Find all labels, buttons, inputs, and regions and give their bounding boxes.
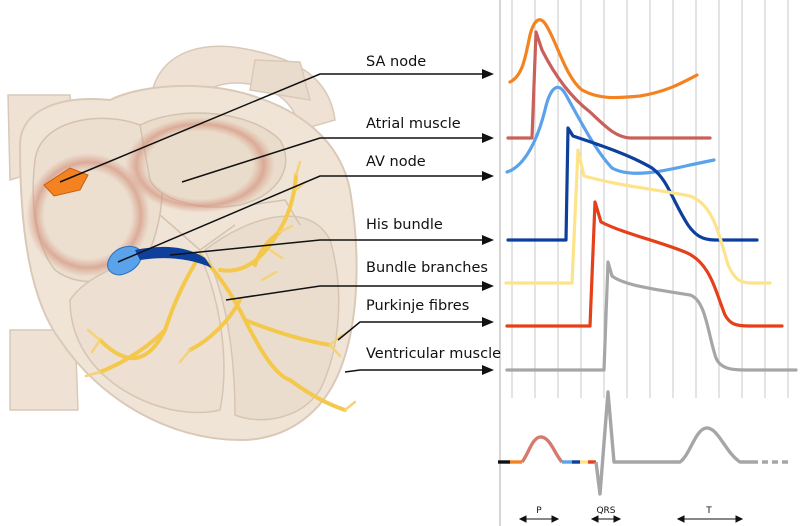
trace-sa-node: [508, 18, 699, 100]
heart-illustration: [7, 45, 358, 442]
atrial-blush-left: [125, 117, 275, 213]
pulmonary-trunk: [249, 59, 312, 101]
ecg-label-t: T: [705, 506, 712, 516]
label-sa-node: SA node: [366, 54, 426, 70]
trace-ventricular-muscle: [505, 260, 798, 372]
label-his-bundle: His bundle: [366, 217, 443, 233]
ecg-label-qrs: QRS: [596, 506, 615, 516]
time-gridlines: [499, 0, 789, 526]
conduction-system: [98, 173, 347, 412]
ecg-trace: [498, 390, 790, 496]
label-purkinje-fibres: Purkinje fibres: [366, 298, 469, 314]
ecg-qrs-complex: [594, 390, 752, 496]
trace-av-node: [505, 85, 716, 175]
label-ventricular-muscle: Ventricular muscle: [366, 346, 501, 362]
trace-purkinje-fibres: [505, 200, 784, 328]
trace-atrial-muscle: [506, 30, 712, 140]
ecg-interval-markers: [518, 515, 744, 523]
trace-bundle-branches: [504, 148, 772, 285]
leader-lines: [59, 73, 483, 373]
ecg-label-p: P: [536, 506, 542, 516]
label-atrial-muscle: Atrial muscle: [366, 116, 461, 132]
valve-left: [159, 214, 236, 251]
ecg-p-wave: [520, 435, 564, 464]
action-potential-traces: [504, 18, 798, 372]
trace-his-bundle: [506, 126, 759, 242]
purkinje-branches: [84, 160, 357, 412]
av-node: [107, 246, 142, 276]
label-av-node: AV node: [366, 154, 426, 170]
valve-right: [249, 199, 301, 226]
leader-arrowheads: [482, 69, 494, 375]
label-bundle-branches: Bundle branches: [366, 260, 488, 276]
